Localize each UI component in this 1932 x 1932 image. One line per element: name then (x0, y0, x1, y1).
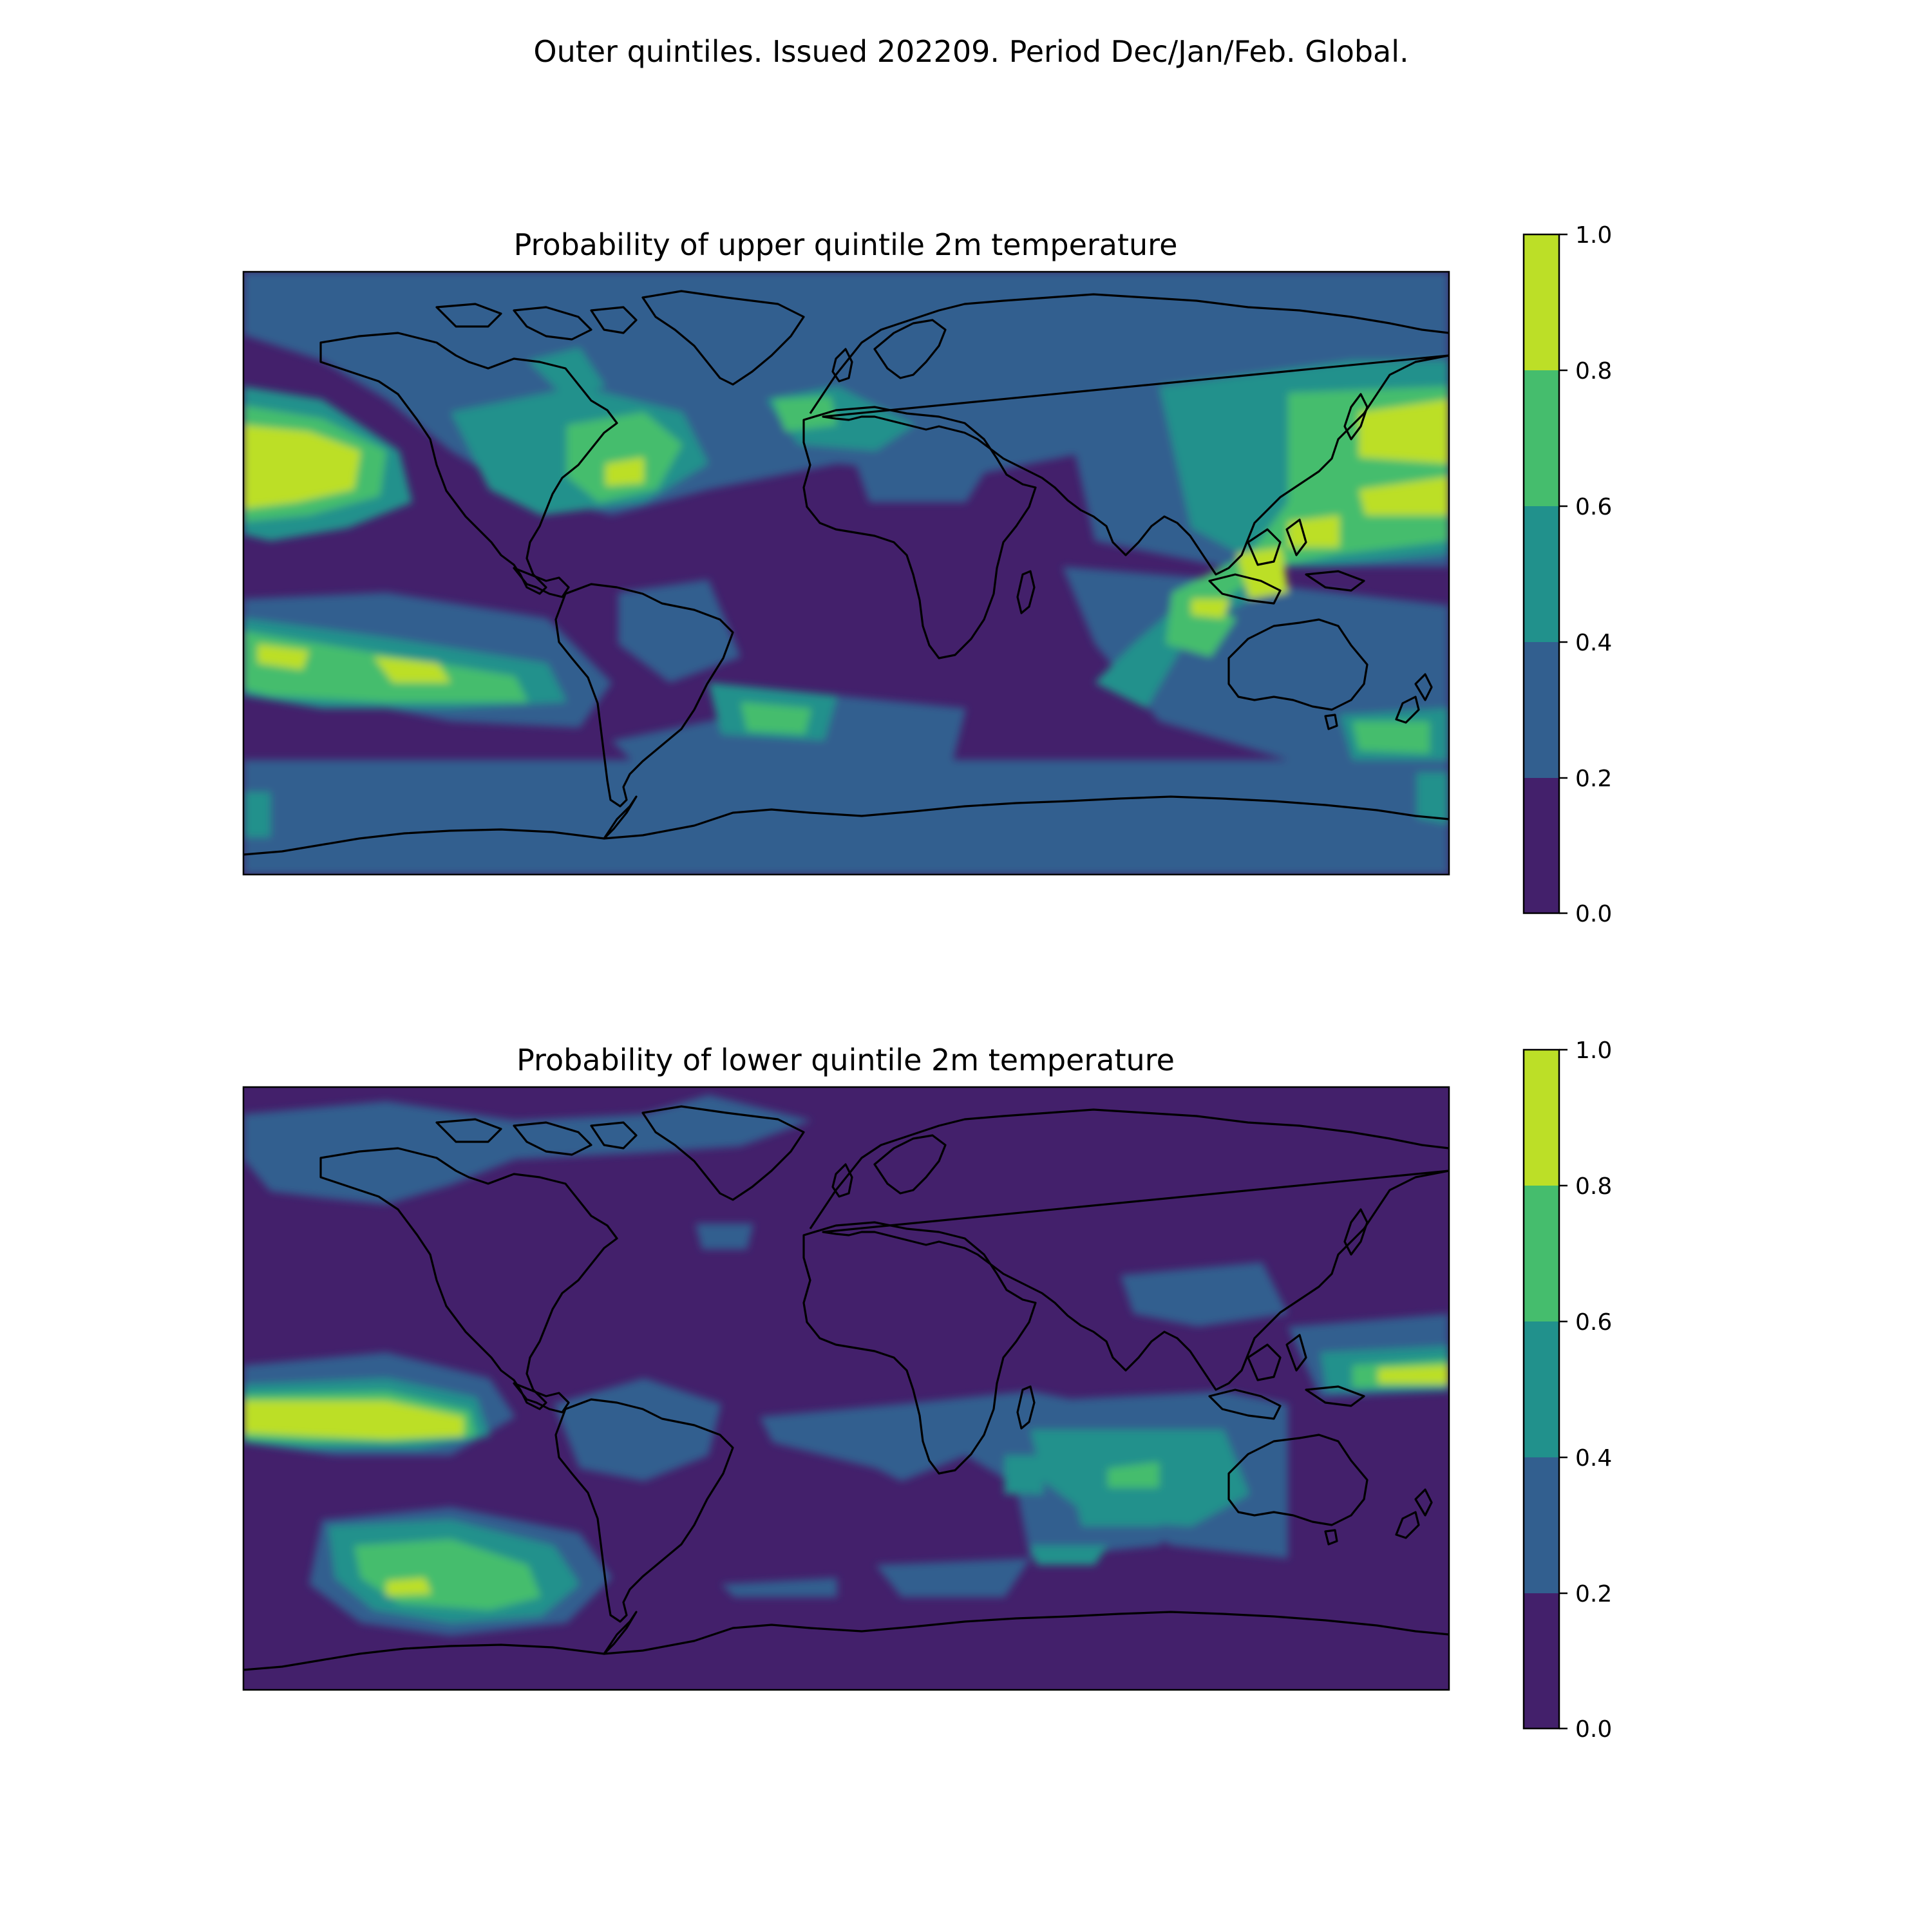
colorbar-lower-tick: 0.8 (1575, 1173, 1612, 1200)
colorbar-lower-tick: 0.2 (1575, 1581, 1612, 1607)
colorbar-upper-tick: 0.6 (1575, 494, 1612, 520)
colorbar-lower-tick: 0.0 (1575, 1716, 1612, 1743)
colorbar-upper-tick: 0.2 (1575, 766, 1612, 792)
colorbar-upper-tick: 0.4 (1575, 630, 1612, 656)
colorbar-upper-tick: 1.0 (1575, 222, 1612, 249)
colorbar-lower: 0.0 0.2 0.4 0.6 0.8 1.0 (1522, 1037, 1612, 1743)
map-panel-upper: Probability of upper quintile 2m tempera… (242, 222, 1612, 927)
colorbar-lower-tick: 0.4 (1575, 1445, 1612, 1472)
figure-title: Outer quintiles. Issued 202209. Period D… (533, 34, 1408, 69)
map-field-lower (243, 1087, 1449, 1690)
colorbar-upper-tick: 0.0 (1575, 901, 1612, 927)
colorbar-lower-tick: 1.0 (1575, 1037, 1612, 1064)
colorbar-upper-tick: 0.8 (1575, 358, 1612, 384)
map-frame-lower (242, 1086, 1450, 1691)
map-frame-upper (242, 270, 1450, 876)
map-field-upper (243, 272, 1449, 875)
colorbar-upper: 0.0 0.2 0.4 0.6 0.8 1.0 (1522, 222, 1612, 927)
map-panel-lower: Probability of lower quintile 2m tempera… (242, 1037, 1612, 1743)
colorbar-lower-tick: 0.6 (1575, 1309, 1612, 1336)
map-title-lower: Probability of lower quintile 2m tempera… (516, 1043, 1175, 1077)
map-title-upper: Probability of upper quintile 2m tempera… (514, 227, 1178, 262)
